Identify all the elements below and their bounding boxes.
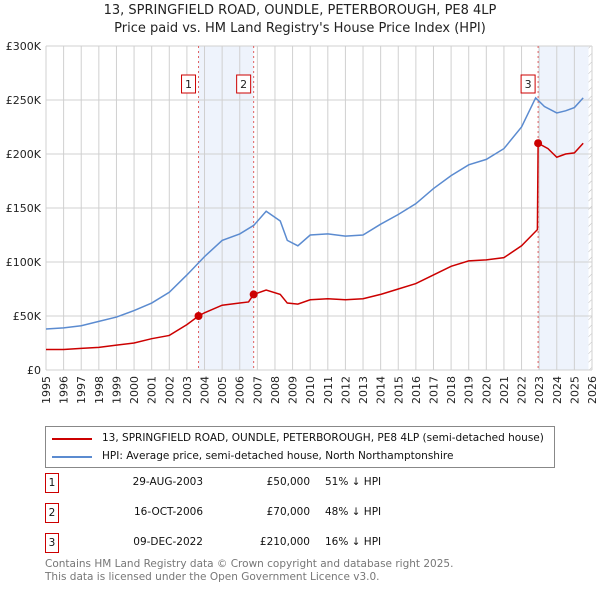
sale-point xyxy=(249,290,258,299)
x-tick-label: 2009 xyxy=(287,376,300,404)
sale-point xyxy=(534,139,543,148)
sale-price: £210,000 xyxy=(259,536,310,548)
sale-date: 16-OCT-2006 xyxy=(134,506,203,518)
sale-point xyxy=(194,312,203,320)
price-chart: 1995 1996 1997 1998 1999 2000 2001 2002 2003 2004… xyxy=(6,40,599,404)
chart-title: 13, SPRINGFIELD ROAD, OUNDLE, PETERBOROU… xyxy=(103,3,497,18)
sale-hpi-diff: 16% ↓ HPI xyxy=(325,536,382,548)
sale-date: 09-DEC-2022 xyxy=(133,536,203,548)
x-tick-label: 1996 xyxy=(58,376,71,404)
x-tick-label: 2019 xyxy=(463,376,476,404)
y-tick-label: £250K xyxy=(6,94,42,107)
x-tick-label: 1998 xyxy=(93,376,106,404)
x-tick-label: 2003 xyxy=(181,376,194,404)
x-tick-label: 2013 xyxy=(357,376,370,404)
y-tick-label: £150K xyxy=(6,202,42,215)
footer: Contains HM Land Registry data © Crown c… xyxy=(45,558,453,584)
sale-number: 1 xyxy=(45,473,59,493)
legend-label: HPI: Average price, semi-detached house,… xyxy=(102,450,454,462)
y-tick-label: £0 xyxy=(27,364,41,377)
sale-hpi-diff: 51% ↓ HPI xyxy=(325,476,382,488)
footer-line: Contains HM Land Registry data © Crown c… xyxy=(45,558,454,570)
legend-label: 13, SPRINGFIELD ROAD, OUNDLE, PETERBOROU… xyxy=(102,432,544,444)
x-tick-label: 2015 xyxy=(392,376,405,404)
price-paid-line xyxy=(46,141,584,351)
sale-label: 1 xyxy=(185,78,192,91)
hpi-line xyxy=(45,96,584,330)
x-tick-label: 2011 xyxy=(322,376,335,404)
x-tick-label: 2021 xyxy=(498,376,511,404)
x-tick-label: 2014 xyxy=(375,376,388,404)
x-tick-label: 2004 xyxy=(199,376,212,404)
legend-item-hpi: HPI: Average price, semi-detached house,… xyxy=(52,450,453,463)
x-tick-label: 2005 xyxy=(216,376,229,404)
x-tick-label: 2024 xyxy=(551,376,564,404)
x-tick-label: 2016 xyxy=(410,376,423,404)
sale-number: 2 xyxy=(45,503,59,523)
sale-row: 2 16-OCT-2006 £70,000 48% ↓ HPI xyxy=(45,503,445,523)
x-tick-label: 2007 xyxy=(251,376,264,404)
x-tick-label: 2000 xyxy=(128,376,141,404)
x-tick-label: 2022 xyxy=(516,376,529,404)
legend-swatch-blue xyxy=(52,455,92,458)
legend-swatch-red xyxy=(52,437,92,440)
y-tick-label: £50K xyxy=(13,310,42,323)
sale-price: £50,000 xyxy=(266,476,310,488)
x-tick-label: 2018 xyxy=(445,376,458,404)
x-tick-label: 2017 xyxy=(427,376,440,404)
legend: 13, SPRINGFIELD ROAD, OUNDLE, PETERBOROU… xyxy=(45,426,555,468)
y-tick-label: £200K xyxy=(6,148,42,161)
sale-number: 3 xyxy=(45,533,59,553)
sale-label: 3 xyxy=(525,78,532,91)
x-tick-label: 1997 xyxy=(75,376,88,404)
y-tick-label: £100K xyxy=(6,256,42,269)
x-tick-label: 2020 xyxy=(480,376,493,404)
x-tick-label: 2010 xyxy=(304,376,317,404)
sale-label-box xyxy=(520,74,536,94)
sale-label-box xyxy=(236,74,252,94)
sale-price: £70,000 xyxy=(266,506,310,518)
x-tick-label: 2012 xyxy=(339,376,352,404)
x-tick-label: 1995 xyxy=(40,376,53,404)
x-tick-label: 2008 xyxy=(269,376,282,404)
sale-row: 1 29-AUG-2003 £50,000 51% ↓ HPI xyxy=(45,473,445,493)
sale-label-box xyxy=(181,74,197,94)
x-tick-label: 1999 xyxy=(110,376,123,404)
legend-item-property: 13, SPRINGFIELD ROAD, OUNDLE, PETERBOROU… xyxy=(52,432,544,445)
x-tick-label: 2001 xyxy=(146,376,159,404)
chart-subtitle: Price paid vs. HM Land Registry's House … xyxy=(114,21,486,36)
x-tick-label: 2023 xyxy=(533,376,546,404)
x-tick-label: 2002 xyxy=(163,376,176,404)
x-tick-label: 2026 xyxy=(586,376,599,404)
sale-row: 3 09-DEC-2022 £210,000 16% ↓ HPI xyxy=(45,533,445,553)
x-tick-label: 2006 xyxy=(234,376,247,404)
y-tick-label: £300K xyxy=(6,40,42,53)
footer-line: This data is licensed under the Open Gov… xyxy=(45,571,380,583)
x-tick-label: 2025 xyxy=(568,376,581,404)
sale-date: 29-AUG-2003 xyxy=(132,476,203,488)
sale-hpi-diff: 48% ↓ HPI xyxy=(325,506,382,518)
sale-label: 2 xyxy=(240,78,247,91)
